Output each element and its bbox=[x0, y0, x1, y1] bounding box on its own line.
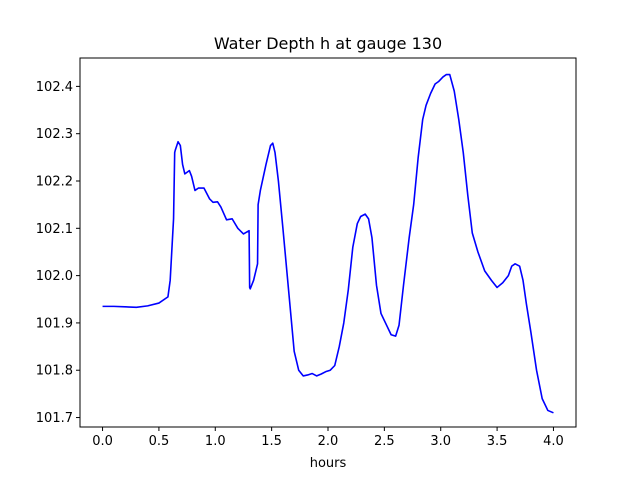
series-line-0 bbox=[102, 73, 554, 414]
x-axis: 0.0 0.5 1.0 1.5 2.0 2.5 3.0 3.5 4.0 bbox=[92, 427, 564, 449]
y-axis: 101.7 101.8 101.9 102.0 102.1 102.2 102.3 102.4 bbox=[36, 80, 80, 426]
y-tick-label: 101.8 bbox=[36, 364, 73, 379]
x-tick-label: 2.5 bbox=[374, 434, 395, 449]
x-tick-label: 3.0 bbox=[430, 434, 451, 449]
y-tick-label: 101.7 bbox=[36, 411, 73, 426]
y-tick-label: 102.1 bbox=[36, 222, 73, 237]
x-tick-label: 4.0 bbox=[543, 434, 564, 449]
y-tick-label: 102.3 bbox=[36, 127, 73, 142]
x-tick-label: 0.5 bbox=[149, 434, 170, 449]
chart-title: Water Depth h at gauge 130 bbox=[214, 34, 442, 53]
x-tick-label: 2.0 bbox=[318, 434, 339, 449]
plot-area bbox=[102, 73, 554, 414]
x-tick-label: 1.5 bbox=[261, 434, 282, 449]
y-tick-label: 102.0 bbox=[36, 269, 73, 284]
x-tick-label: 0.0 bbox=[92, 434, 113, 449]
y-tick-label: 101.9 bbox=[36, 316, 73, 331]
y-tick-label: 102.4 bbox=[36, 80, 73, 95]
x-tick-label: 3.5 bbox=[487, 434, 508, 449]
x-tick-label: 1.0 bbox=[205, 434, 226, 449]
x-axis-label: hours bbox=[310, 456, 347, 471]
y-tick-label: 102.2 bbox=[36, 175, 73, 190]
